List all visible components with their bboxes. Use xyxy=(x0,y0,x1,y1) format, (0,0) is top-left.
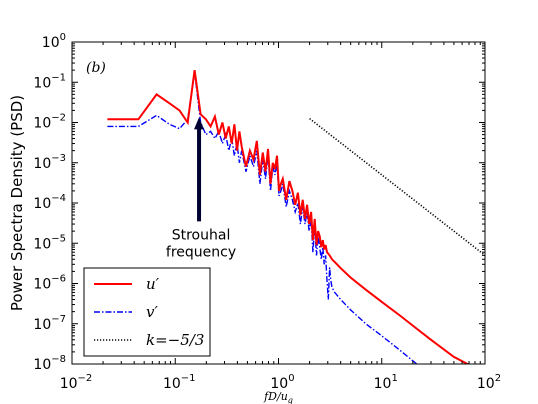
y-axis-label: Power Spectra Density (PSD) xyxy=(8,95,26,311)
x-tick-label: 102 xyxy=(477,373,501,392)
axes: 10−2 10−1 100 101 102 10−8 10−7 10−6 10−5 10−4 10−… xyxy=(33,32,501,392)
strouhal-annotation: Strouhal frequency xyxy=(166,117,236,260)
legend: u′ v′ k=−5/3 xyxy=(83,267,211,357)
y-tick-label: 10−2 xyxy=(33,113,66,132)
panel-label: (b) xyxy=(86,60,106,76)
y-tick-label: 100 xyxy=(42,32,66,51)
legend-box xyxy=(83,267,211,357)
y-tick-label: 10−7 xyxy=(33,314,66,333)
legend-label: k=−5/3 xyxy=(146,331,204,349)
annotation-line1: Strouhal xyxy=(172,227,231,243)
series-line-u xyxy=(107,69,470,364)
x-tick-label: 101 xyxy=(374,373,398,392)
x-tick-label: 10−1 xyxy=(163,373,196,392)
x-axis-label: fD/ug xyxy=(263,390,293,404)
strouhal-arrow-head xyxy=(194,117,205,130)
y-tick-label: 10−8 xyxy=(33,354,66,373)
legend-label: u′ xyxy=(146,275,160,293)
y-tick-label: 10−5 xyxy=(33,233,66,252)
y-tick-label: 10−1 xyxy=(33,72,66,91)
y-tick-label: 10−4 xyxy=(33,193,66,212)
x-tick-label: 10−2 xyxy=(60,373,93,392)
annotation-line2: frequency xyxy=(166,244,236,260)
y-tick-label: 10−6 xyxy=(33,274,66,293)
x-tick-label: 100 xyxy=(270,373,294,392)
y-tick-label: 10−3 xyxy=(33,153,66,172)
legend-label: v′ xyxy=(146,303,158,321)
plot-area xyxy=(107,69,485,364)
series-line-reference xyxy=(309,117,485,257)
